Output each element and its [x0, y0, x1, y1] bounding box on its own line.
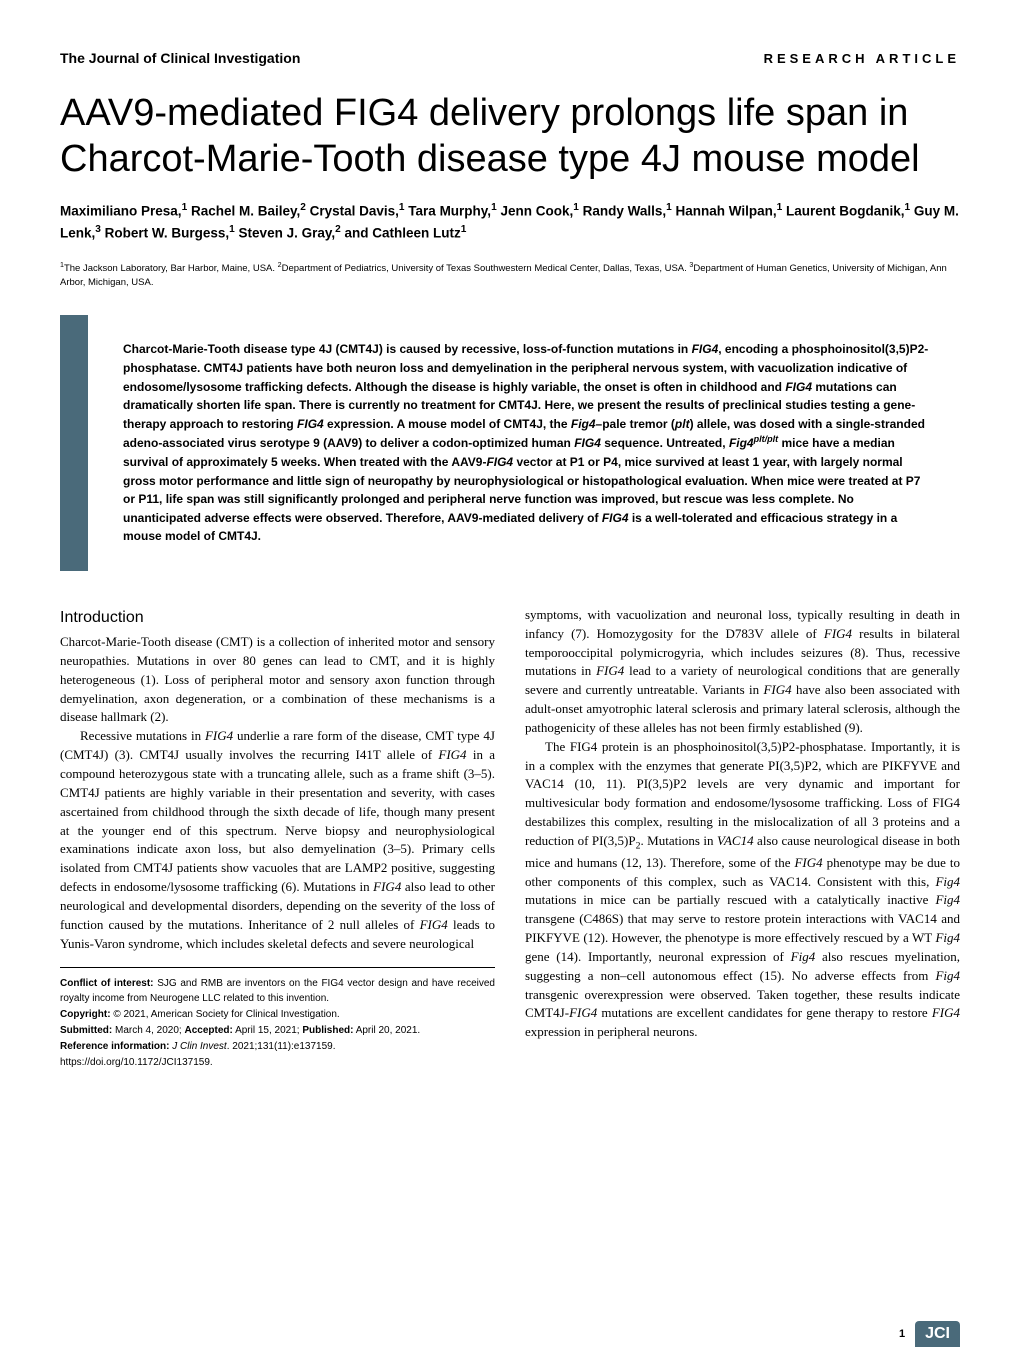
journal-name: The Journal of Clinical Investigation [60, 50, 300, 66]
intro-paragraph-4: The FIG4 protein is an phosphoinositol(3… [525, 738, 960, 1042]
body-columns: Introduction Charcot-Marie-Tooth disease… [60, 606, 960, 1072]
copyright: Copyright: © 2021, American Society for … [60, 1007, 495, 1022]
section-heading-introduction: Introduction [60, 606, 495, 629]
abstract-text: Charcot-Marie-Tooth disease type 4J (CMT… [88, 315, 960, 571]
footer-notes: Conflict of interest: SJG and RMB are in… [60, 976, 495, 1070]
intro-paragraph-3: symptoms, with vacuolization and neurona… [525, 606, 960, 738]
conflict-of-interest: Conflict of interest: SJG and RMB are in… [60, 976, 495, 1006]
footer-divider [60, 967, 495, 968]
affiliations: 1The Jackson Laboratory, Bar Harbor, Mai… [60, 260, 960, 291]
page-number: 1 [899, 1328, 905, 1340]
authors-list: Maximiliano Presa,1 Rachel M. Bailey,2 C… [60, 200, 960, 244]
abstract-container: Charcot-Marie-Tooth disease type 4J (CMT… [60, 315, 960, 571]
page-footer: 1 JCI [899, 1321, 960, 1347]
abstract-sidebar [60, 315, 88, 571]
intro-paragraph-1: Charcot-Marie-Tooth disease (CMT) is a c… [60, 633, 495, 727]
article-type: RESEARCH ARTICLE [764, 51, 960, 66]
column-left: Introduction Charcot-Marie-Tooth disease… [60, 606, 495, 1072]
submission-dates: Submitted: March 4, 2020; Accepted: Apri… [60, 1023, 495, 1038]
intro-paragraph-2: Recessive mutations in FIG4 underlie a r… [60, 727, 495, 953]
article-title: AAV9-mediated FIG4 delivery prolongs lif… [60, 91, 960, 182]
page-header: The Journal of Clinical Investigation RE… [60, 50, 960, 66]
reference-info: Reference information: J Clin Invest. 20… [60, 1039, 495, 1054]
jci-badge: JCI [915, 1321, 960, 1347]
doi: https://doi.org/10.1172/JCI137159. [60, 1055, 495, 1070]
column-right: symptoms, with vacuolization and neurona… [525, 606, 960, 1072]
